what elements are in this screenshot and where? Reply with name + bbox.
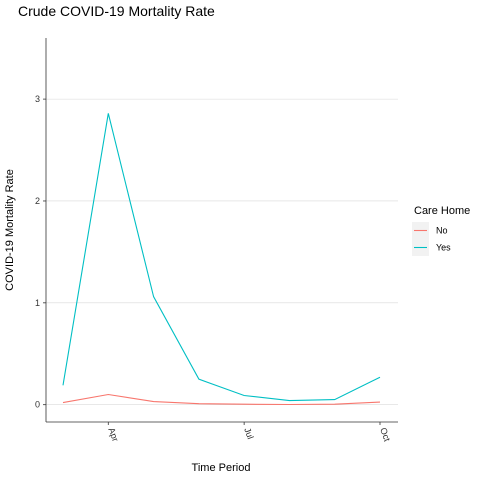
y-axis-title: COVID-19 Mortality Rate — [4, 169, 16, 291]
legend-label-no: No — [436, 226, 448, 236]
legend-title: Care Home — [414, 205, 470, 217]
legend: Care Home No Yes — [412, 205, 470, 256]
y-ticks: 0 1 2 3 — [35, 94, 46, 410]
series-line-yes — [62, 113, 381, 402]
x-ticks: Apr Jul Oct — [106, 422, 392, 443]
x-tick-label: Oct — [378, 426, 392, 443]
series-line-no — [62, 393, 381, 406]
y-tick-label: 1 — [35, 298, 40, 308]
axes — [45, 38, 398, 423]
series-lines — [62, 113, 381, 406]
y-tick-label: 2 — [35, 196, 40, 206]
chart-title: Crude COVID-19 Mortality Rate — [18, 3, 215, 19]
x-axis-title: Time Period — [192, 462, 251, 474]
legend-label-yes: Yes — [436, 243, 451, 253]
y-tick-label: 0 — [35, 400, 40, 410]
y-tick-label: 3 — [35, 94, 40, 104]
x-tick-label: Jul — [242, 426, 255, 440]
x-tick-label: Apr — [106, 426, 120, 443]
gridlines — [46, 98, 398, 405]
